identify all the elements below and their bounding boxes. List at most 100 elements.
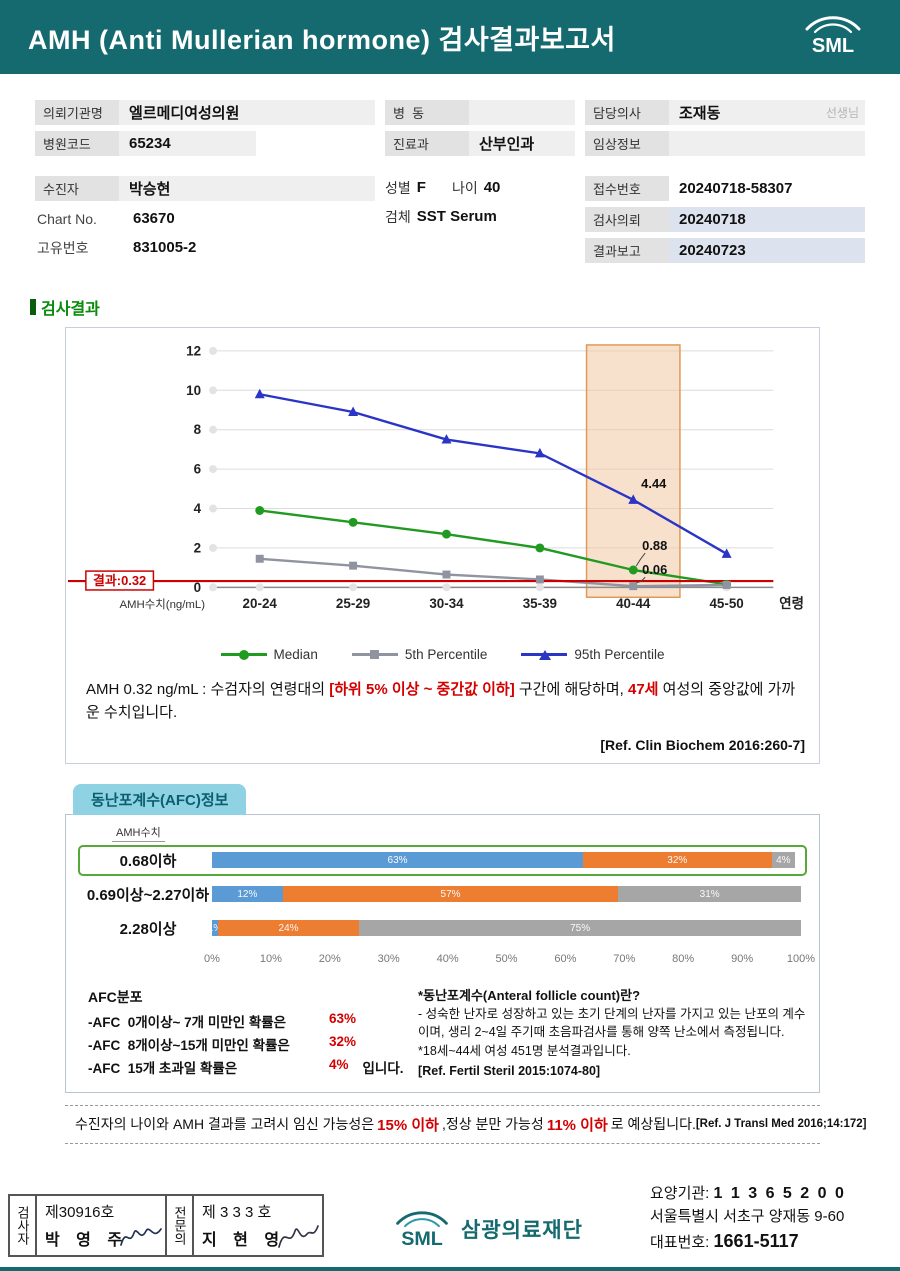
svg-text:결과:0.32: 결과:0.32	[93, 573, 146, 588]
footer-address: 서울특별시 서초구 양재동 9-60	[649, 1207, 845, 1225]
footer-org-name: 삼광의료재단	[461, 1219, 583, 1242]
p5-line-icon	[351, 650, 398, 659]
care-org-number: 1 1 3 6 5 2 0 0	[713, 1184, 846, 1202]
doctor-suffix: 선생님	[825, 106, 859, 120]
desc-red-range: [하위 5% 이상 ~ 중간값 이하]	[329, 681, 515, 698]
summary-red-delivery: 11% 이하	[546, 1116, 608, 1134]
report-date-value: 20240723	[679, 242, 746, 259]
svg-text:25-29: 25-29	[336, 596, 370, 611]
afc-row-low: 0.68이하 63% 32% 4%	[78, 844, 807, 876]
afc-bar-segment: 1%	[212, 920, 218, 936]
svg-text:0.88: 0.88	[642, 538, 667, 553]
afc-axis-title: AMH수치	[112, 824, 165, 842]
ordering-org-label: 의뢰기관명	[35, 100, 119, 125]
svg-text:AMH수치(ng/mL): AMH수치(ng/mL)	[119, 598, 205, 611]
afc-bar-segment: 32%	[583, 852, 772, 868]
dept-value: 산부인과	[479, 136, 535, 153]
info-col-middle: 병 동 진료과 산부인과 성별 F 나이 40 검체 SST Serum	[385, 100, 575, 269]
square-marker-icon	[369, 650, 379, 659]
sml-logo: SML	[800, 12, 866, 63]
svg-text:40-44: 40-44	[616, 596, 651, 611]
field-chart-no: Chart No. 63670	[35, 207, 375, 230]
stamp-block: 검사자 제30916호 박 영 주 전문의 제 3 3 3 호 지 현 영	[8, 1194, 324, 1257]
request-date-value: 20240718	[679, 211, 746, 228]
field-patient: 수진자 박승현	[35, 176, 375, 201]
afc-row-label: 2.28이상	[119, 920, 177, 938]
specimen-value: SST Serum	[416, 208, 497, 225]
report-title: AMH (Anti Mullerian hormone) 검사결과보고서	[28, 24, 616, 55]
field-sex-age: 성별 F 나이 40	[385, 176, 575, 199]
afc-axis-tick: 10%	[259, 952, 282, 965]
afc-note-reference: [Ref. Fertil Steril 2015:1074-80]	[418, 1063, 601, 1078]
age-label: 나이	[451, 179, 478, 196]
legend-item-median: Median	[220, 647, 318, 662]
svg-text:4.44: 4.44	[641, 476, 667, 491]
field-receipt-no: 접수번호 20240718-58307	[585, 176, 865, 201]
amh-percentile-chart: 0 2 4 6 8 10 12 20-24 25-29 30-34 35-39 40-44 45-50 A…	[67, 343, 804, 611]
doctor-label: 담당의사	[585, 100, 669, 125]
clinical-info-label: 임상정보	[585, 131, 669, 156]
specialist-vertical-label: 전문의	[165, 1194, 194, 1257]
afc-row-high: 2.28이상 1%24%75%	[78, 913, 807, 944]
footer-sml-logo-text: SML	[401, 1228, 443, 1250]
pregnancy-probability-summary: 수진자의 나이와 AMH 결과를 고려시 임신 가능성은 15% 이하 ,정상 …	[65, 1104, 867, 1144]
chart-no-value: 63670	[133, 210, 175, 227]
afc-bottom: AFC분포 -AFC 0개이상~ 7개 미만인 확률은 63% -AFC 8개이…	[78, 987, 807, 1080]
afc-axis-tick: 50%	[495, 952, 518, 965]
result-description: AMH 0.32 ng/mL : 수검자의 연령대의 [하위 5% 이상 ~ 중…	[66, 662, 819, 725]
chart-legend: Median 5th Percentile 95th Percentile	[66, 647, 819, 662]
field-ward: 병 동	[385, 100, 575, 125]
legend-label-median: Median	[273, 647, 318, 662]
specialist-stamp: 제 3 3 3 호 지 현 영	[192, 1194, 324, 1257]
field-dept: 진료과 산부인과	[385, 131, 575, 156]
afc-note-title: *동난포계수(Anteral follicle count)란?	[418, 987, 641, 1003]
afc-bar-low: 63% 32% 4%	[212, 852, 801, 868]
afc-bar-mid: 12% 57% 31%	[212, 886, 801, 902]
doctor-value: 조재동	[679, 105, 721, 122]
afc-row-label: 0.69이상~2.27이하	[86, 886, 210, 904]
afc-distribution-chart: 0.68이하 63% 32% 4% 0.69이상~2.27이하 12% 57% 31% …	[78, 844, 815, 973]
afc-bar-segment: 24%	[217, 920, 360, 936]
svg-text:45-50: 45-50	[709, 596, 743, 611]
chart-no-label: Chart No.	[37, 210, 97, 227]
circle-marker-icon	[238, 649, 249, 660]
afc-axis-tick: 20%	[318, 952, 341, 965]
field-ordering-org: 의뢰기관명 엘르메디여성의원	[35, 100, 375, 125]
result-chart-box: 0 2 4 6 8 10 12 20-24 25-29 30-34 35-39 40-44 45-50 A…	[65, 327, 820, 764]
afc-axis: 0% 10% 20% 30% 40% 50% 60% 70% 80% 90% 100%	[204, 952, 815, 968]
specialist-name: 지 현 영	[202, 1232, 286, 1249]
chart-reference: [Ref. Clin Biochem 2016:260-7]	[600, 736, 805, 753]
afc-bar-segment: 63%	[212, 852, 584, 868]
desc-part-1: AMH 0.32 ng/mL : 수검자의 연령대의	[86, 681, 330, 698]
afc-axis-tick: 40%	[436, 952, 459, 965]
sex-value: F	[416, 179, 426, 196]
p95-line-icon	[521, 649, 568, 660]
svg-text:6: 6	[194, 462, 201, 477]
afc-row-mid: 0.69이상~2.27이하 12% 57% 31%	[78, 879, 807, 910]
ordering-org-value: 엘르메디여성의원	[129, 105, 240, 122]
field-specimen: 검체 SST Serum	[385, 205, 575, 228]
afc-dist-line-2: -AFC 8개이상~15개 미만인 확률은 32%	[88, 1033, 357, 1053]
afc-dist-line-1: -AFC 0개이상~ 7개 미만인 확률은 63%	[88, 1010, 357, 1030]
phone-number: 1661-5117	[713, 1231, 799, 1251]
section-title-text: 검사결과	[41, 301, 100, 318]
footer-sml-logo-icon: SML	[396, 1211, 448, 1250]
triangle-marker-icon	[539, 649, 552, 660]
afc-section: 동난포계수(AFC)정보 AMH수치 0.68이하 63% 32% 4% 0.69이…	[65, 783, 820, 1093]
hospital-code-value: 65234	[129, 135, 171, 152]
examiner-stamp: 제30916호 박 영 주	[35, 1194, 167, 1257]
svg-text:35-39: 35-39	[523, 596, 557, 611]
info-col-right: 담당의사 조재동 선생님 임상정보 접수번호 20240718-58307 검사…	[585, 100, 865, 269]
field-uid: 고유번호 831005-2	[35, 236, 375, 259]
afc-bar-segment: 12%	[212, 886, 283, 902]
examiner-vertical-label: 검사자	[8, 1194, 37, 1257]
patient-info: 의뢰기관명 엘르메디여성의원 병원코드 65234 수진자 박승현 Chart …	[35, 100, 865, 269]
afc-note-line-2: *18세~44세 여성 451명 분석결과입니다.	[418, 1043, 631, 1058]
patient-label: 수진자	[35, 176, 119, 201]
afc-dist-line-3: -AFC 15개 초과일 확률은 4% 입니다.	[88, 1056, 404, 1076]
report-date-label: 결과보고	[585, 238, 669, 263]
report-date-box: 20240723	[669, 238, 865, 263]
receipt-no-label: 접수번호	[585, 176, 669, 201]
afc-axis-tick: 30%	[377, 952, 400, 965]
afc-axis-tick: 0%	[204, 952, 220, 965]
